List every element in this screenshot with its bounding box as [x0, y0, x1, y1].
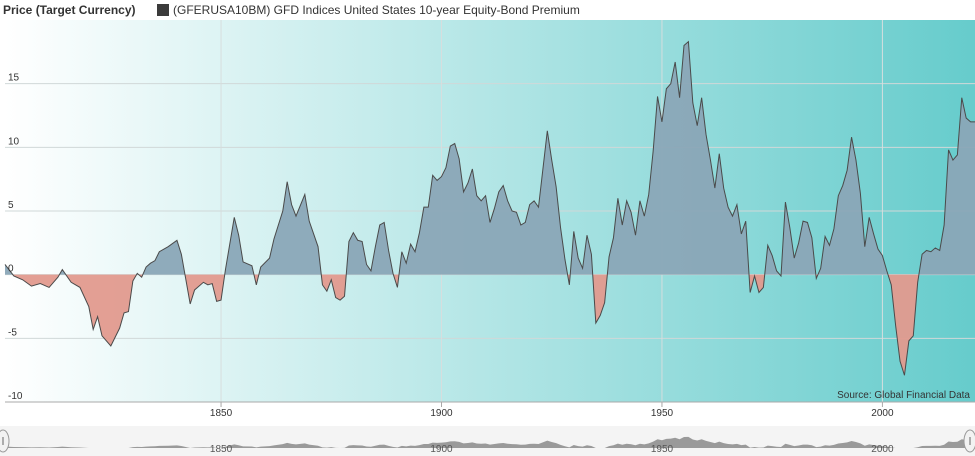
y-tick-label: -10 [8, 391, 23, 402]
legend-label: (GFERUSA10BM) GFD Indices United States … [173, 3, 580, 17]
y-tick-label: 15 [8, 73, 20, 84]
chart-header: Price (Target Currency) (GFERUSA10BM) GF… [0, 0, 975, 20]
navigator-tick-label: 1950 [651, 444, 674, 455]
x-tick-label: 1950 [651, 408, 674, 419]
source-note: Source: Global Financial Data [837, 390, 970, 401]
navigator-tick-label: 1850 [210, 444, 233, 455]
navigator-background [0, 426, 975, 456]
navigator-right-handle[interactable] [963, 429, 975, 453]
y-tick-label: -5 [8, 327, 17, 338]
y-tick-label: 10 [8, 136, 20, 147]
negative-area [12, 274, 919, 376]
navigator-tick-label: 1900 [430, 444, 453, 455]
y-tick-label: 0 [8, 264, 14, 275]
series-line [4, 40, 975, 376]
navigator-series [5, 436, 975, 448]
navigator[interactable]: 1850 1900 1950 2000 [0, 426, 975, 456]
legend-swatch [157, 4, 169, 16]
y-axis-labels: -10 -5 0 5 10 15 [8, 73, 23, 402]
navigator-tick-label: 2000 [871, 444, 894, 455]
x-tick-label: 1900 [430, 408, 453, 419]
x-axis: 1850 1900 1950 2000 [5, 401, 975, 419]
navigator-left-handle[interactable] [0, 429, 10, 453]
legend-item[interactable]: (GFERUSA10BM) GFD Indices United States … [157, 3, 580, 17]
y-tick-label: 5 [8, 200, 14, 211]
x-tick-label: 1850 [210, 408, 233, 419]
navigator-labels: 1850 1900 1950 2000 [210, 444, 894, 455]
y-axis-title: Price (Target Currency) [3, 3, 136, 17]
x-tick-label: 2000 [871, 408, 894, 419]
